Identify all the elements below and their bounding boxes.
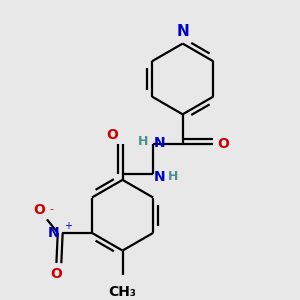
Text: +: + [64,221,72,231]
Text: H: H [138,135,148,148]
Text: N: N [176,25,189,40]
Text: CH₃: CH₃ [109,285,136,299]
Text: N: N [47,226,59,240]
Text: -: - [50,204,54,214]
Text: O: O [217,137,229,152]
Text: H: H [168,170,179,183]
Text: N: N [153,169,165,184]
Text: O: O [106,128,119,142]
Text: O: O [34,202,46,217]
Text: N: N [153,136,165,150]
Text: O: O [50,267,62,281]
